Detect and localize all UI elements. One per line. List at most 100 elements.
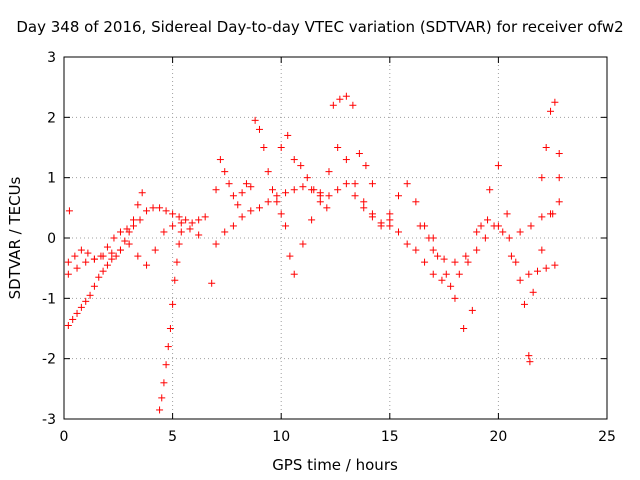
y-tick-label: 2 xyxy=(47,110,56,126)
data-point xyxy=(82,258,90,266)
data-point xyxy=(464,258,472,266)
data-point xyxy=(516,276,524,284)
data-point xyxy=(177,228,185,236)
x-tick-label: 25 xyxy=(598,429,616,445)
y-tick-label: 1 xyxy=(47,171,56,187)
data-point xyxy=(277,210,285,218)
data-point xyxy=(412,246,420,254)
data-point xyxy=(526,358,534,366)
data-point xyxy=(297,162,305,170)
data-point xyxy=(166,325,174,332)
data-point xyxy=(108,255,116,263)
data-point xyxy=(290,270,298,278)
data-point xyxy=(520,300,528,308)
data-point xyxy=(325,192,333,200)
data-point xyxy=(551,98,559,106)
data-point xyxy=(273,198,281,206)
data-point xyxy=(212,186,220,194)
data-point xyxy=(208,279,216,287)
data-point xyxy=(103,243,111,251)
data-point xyxy=(282,189,290,197)
data-point xyxy=(368,210,376,218)
data-point xyxy=(71,252,79,260)
data-point xyxy=(386,210,394,218)
data-point xyxy=(247,183,255,191)
data-point xyxy=(462,252,470,260)
data-point xyxy=(73,264,81,272)
data-point xyxy=(429,270,437,278)
data-point xyxy=(555,198,563,206)
data-point xyxy=(386,222,394,230)
data-point xyxy=(64,270,72,278)
x-tick-label: 5 xyxy=(168,429,177,445)
data-point xyxy=(377,222,385,230)
x-tick-label: 20 xyxy=(489,429,507,445)
data-point xyxy=(134,252,142,260)
data-point xyxy=(195,231,203,239)
data-point xyxy=(334,186,342,194)
data-point xyxy=(499,228,507,236)
y-axis-label: SDTVAR / TECUs xyxy=(6,176,24,299)
data-point xyxy=(151,246,159,254)
data-point xyxy=(242,180,250,188)
data-point xyxy=(77,246,85,254)
tick-layer: 0 5 10 15 20 25 -3 -2 -1 0 1 2 3 xyxy=(42,50,616,445)
data-point xyxy=(549,210,557,218)
data-point xyxy=(182,216,190,224)
data-point xyxy=(112,252,120,260)
data-point xyxy=(362,162,370,170)
data-point xyxy=(212,240,220,248)
data-point xyxy=(260,144,268,151)
data-point xyxy=(195,216,203,224)
data-point xyxy=(175,240,183,248)
data-point xyxy=(116,228,124,236)
data-point xyxy=(173,258,181,266)
data-point xyxy=(310,186,318,194)
data-point xyxy=(121,237,129,245)
data-point xyxy=(486,186,494,194)
data-point xyxy=(425,234,433,242)
data-point xyxy=(160,379,168,387)
data-point xyxy=(394,192,402,200)
points-layer xyxy=(64,92,563,414)
data-point xyxy=(368,180,376,188)
data-point xyxy=(255,204,263,212)
data-point xyxy=(542,264,550,272)
data-point xyxy=(334,144,342,151)
data-point xyxy=(451,258,459,266)
plot-frame xyxy=(63,56,608,420)
data-point xyxy=(282,222,290,230)
data-point xyxy=(123,225,131,233)
y-tick-label: -2 xyxy=(42,352,56,368)
data-point xyxy=(547,107,555,115)
data-point xyxy=(551,261,559,269)
data-point xyxy=(247,207,255,215)
data-point xyxy=(169,210,177,218)
y-tick-label: -3 xyxy=(42,412,56,428)
data-point xyxy=(555,150,563,158)
data-point xyxy=(108,249,116,257)
data-point xyxy=(138,189,146,197)
data-point xyxy=(86,291,94,299)
data-point xyxy=(303,174,311,182)
data-point xyxy=(169,222,177,230)
chart-title: Day 348 of 2016, Sidereal Day-to-day VTE… xyxy=(16,18,623,36)
data-point xyxy=(316,192,324,200)
data-point xyxy=(188,219,196,227)
data-point xyxy=(451,294,459,302)
data-point xyxy=(225,180,233,188)
y-tick-label: -1 xyxy=(42,291,56,307)
data-point xyxy=(238,213,246,221)
y-tick-label: 0 xyxy=(47,231,56,247)
data-point xyxy=(477,222,485,230)
data-point xyxy=(269,186,277,194)
data-point xyxy=(286,252,294,260)
data-point xyxy=(177,219,185,227)
data-point xyxy=(538,246,546,254)
data-point xyxy=(158,394,166,402)
data-point xyxy=(229,222,237,230)
data-point xyxy=(143,261,151,269)
data-point xyxy=(84,249,92,257)
